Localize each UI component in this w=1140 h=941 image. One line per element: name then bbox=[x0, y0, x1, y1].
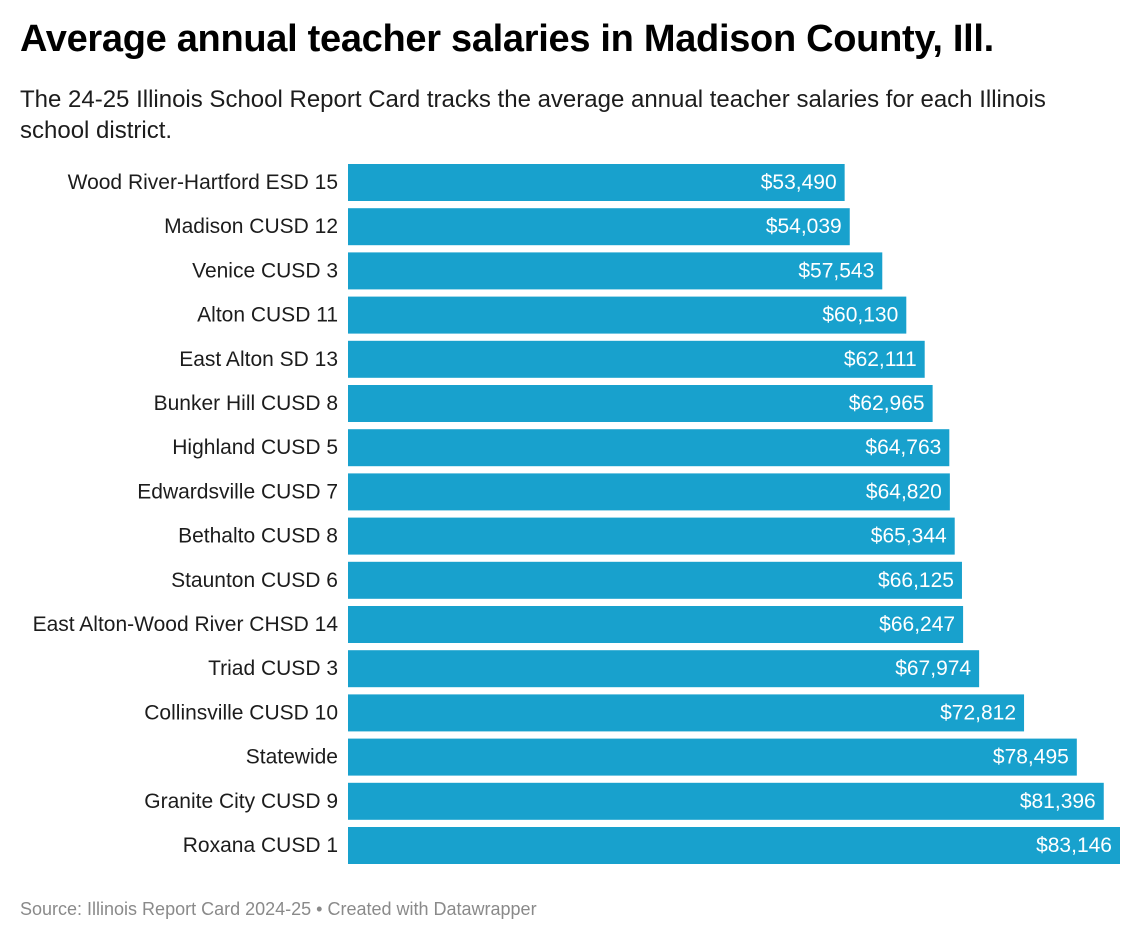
bar bbox=[348, 164, 845, 201]
bar bbox=[348, 429, 950, 467]
bar bbox=[348, 473, 950, 511]
category-label: East Alton-Wood River CHSD 14 bbox=[33, 613, 339, 636]
value-label: $66,247 bbox=[879, 613, 955, 636]
bar bbox=[348, 782, 1104, 820]
value-label: $83,146 bbox=[1036, 834, 1112, 857]
bar bbox=[348, 517, 955, 555]
value-label: $54,039 bbox=[766, 215, 842, 238]
category-label: Bunker Hill CUSD 8 bbox=[154, 392, 338, 415]
value-label: $62,965 bbox=[849, 392, 925, 415]
bar bbox=[348, 252, 883, 290]
bar bbox=[348, 340, 925, 378]
chart-subtitle: The 24-25 Illinois School Report Card tr… bbox=[20, 86, 1046, 144]
value-label: $57,543 bbox=[798, 259, 874, 282]
category-label: Collinsville CUSD 10 bbox=[144, 701, 338, 724]
value-label: $72,812 bbox=[940, 701, 1016, 724]
source-note: Source: Illinois Report Card 2024-25 • C… bbox=[20, 899, 537, 919]
category-label: Alton CUSD 11 bbox=[197, 304, 338, 327]
value-label: $81,396 bbox=[1020, 790, 1096, 813]
category-label: Bethalto CUSD 8 bbox=[178, 525, 338, 548]
value-label: $53,490 bbox=[761, 171, 837, 194]
bar bbox=[348, 385, 933, 422]
category-label: Venice CUSD 3 bbox=[192, 259, 338, 282]
category-label: Triad CUSD 3 bbox=[208, 657, 338, 680]
chart-title: Average annual teacher salaries in Madis… bbox=[20, 18, 994, 60]
value-label: $64,763 bbox=[865, 436, 941, 459]
bar bbox=[348, 296, 907, 334]
category-label: Granite City CUSD 9 bbox=[144, 790, 338, 813]
value-label: $66,125 bbox=[878, 569, 954, 592]
bar bbox=[348, 606, 964, 643]
bar bbox=[348, 694, 1025, 732]
value-label: $65,344 bbox=[871, 525, 947, 548]
value-label: $78,495 bbox=[993, 746, 1069, 769]
bar bbox=[348, 561, 962, 599]
value-label: $64,820 bbox=[866, 480, 942, 503]
category-label: Highland CUSD 5 bbox=[172, 436, 338, 459]
bar bbox=[348, 827, 1120, 864]
value-label: $62,111 bbox=[844, 348, 917, 371]
category-label: East Alton SD 13 bbox=[179, 348, 338, 371]
bar bbox=[348, 650, 980, 688]
category-label: Roxana CUSD 1 bbox=[183, 834, 338, 857]
bar bbox=[348, 738, 1077, 776]
category-label: Edwardsville CUSD 7 bbox=[137, 480, 338, 503]
category-label: Madison CUSD 12 bbox=[164, 215, 338, 238]
category-label: Statewide bbox=[246, 746, 338, 769]
bar bbox=[348, 208, 850, 246]
value-label: $67,974 bbox=[895, 657, 971, 680]
category-label: Staunton CUSD 6 bbox=[171, 569, 338, 592]
value-label: $60,130 bbox=[822, 304, 898, 327]
category-label: Wood River-Hartford ESD 15 bbox=[68, 171, 338, 194]
